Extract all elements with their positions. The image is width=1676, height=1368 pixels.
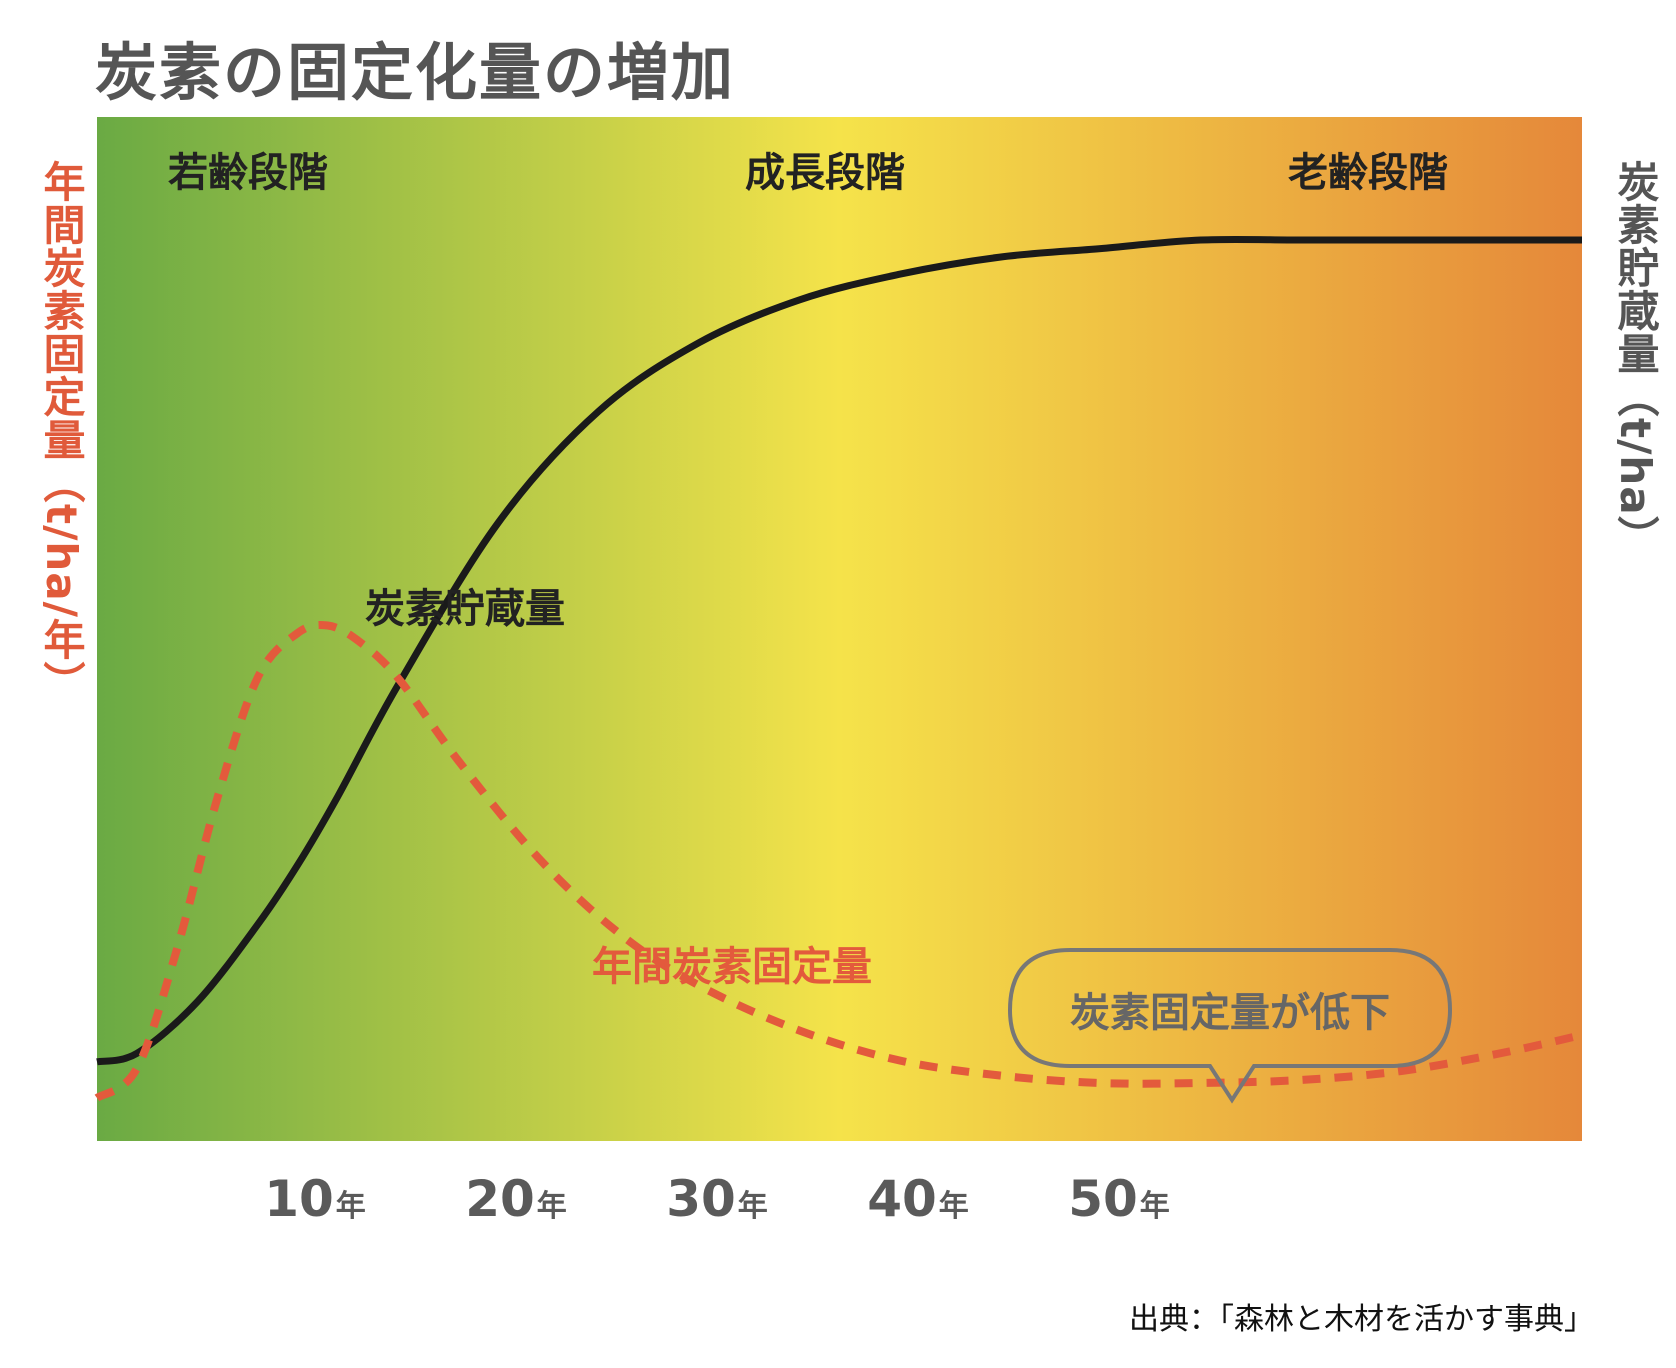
source-citation: 出典：「森林と木材を活かす事典」 (1129, 1302, 1594, 1337)
series-label-storage: 炭素貯蔵量 (365, 586, 565, 632)
stage-label-young: 若齢段階 (168, 150, 328, 196)
x-tick-number: 50 (1068, 1170, 1138, 1228)
y-axis-label-right: 炭素貯蔵量（t/ha） (1611, 160, 1660, 559)
x-tick-unit: 年 (536, 1189, 567, 1224)
x-tick-label: 40年 (867, 1170, 969, 1228)
x-tick-label: 50年 (1068, 1170, 1170, 1228)
x-tick-unit: 年 (1139, 1189, 1170, 1224)
x-tick-unit: 年 (938, 1189, 969, 1224)
stage-label-growth: 成長段階 (745, 150, 905, 196)
callout-annotation: 炭素固定量が低下 (1070, 990, 1390, 1036)
series-line-annual-fixation (94, 620, 1583, 1102)
x-tick-number: 40 (867, 1170, 937, 1228)
series-layer (94, 235, 1583, 1102)
callout-bubble (1007, 948, 1453, 1104)
stage-label-old: 老齢段階 (1288, 150, 1448, 196)
x-tick-unit: 年 (335, 1189, 366, 1224)
x-tick-number: 10 (264, 1170, 334, 1228)
x-tick-unit: 年 (737, 1189, 768, 1224)
y-axis-label-left: 年間炭素固定量（t/ha/年） (37, 160, 86, 704)
x-tick-label: 10年 (264, 1170, 366, 1228)
x-tick-label: 20年 (465, 1170, 567, 1228)
x-tick-number: 30 (666, 1170, 736, 1228)
chart-title: 炭素の固定化量の増加 (95, 36, 736, 109)
x-tick-label: 30年 (666, 1170, 768, 1228)
series-label-fixation: 年間炭素固定量 (592, 944, 872, 990)
x-tick-number: 20 (465, 1170, 535, 1228)
series-line-carbon-storage (96, 235, 1582, 1066)
